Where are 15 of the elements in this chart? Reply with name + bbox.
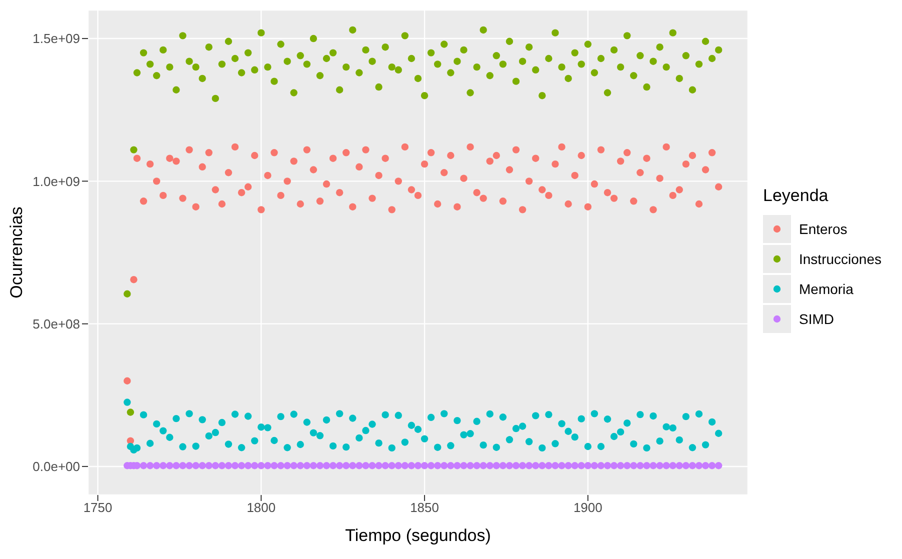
y-tick-label: 1.0e+09	[32, 174, 80, 189]
legend-label: Enteros	[799, 221, 848, 237]
x-tick-label: 1850	[410, 500, 439, 516]
y-tick-label: 0.0e+00	[32, 459, 80, 474]
x-tick-label: 1900	[573, 500, 602, 516]
legend-label: Memoria	[799, 281, 854, 297]
y-tick-label: 5.0e+08	[32, 316, 80, 332]
legend-label: SIMD	[799, 311, 834, 327]
x-tick-label: 1800	[246, 500, 276, 516]
y-tick-label: 1.5e+09	[32, 31, 80, 46]
legend-label: Instrucciones	[799, 251, 882, 267]
y-axis-title: Ocurrencias	[7, 206, 26, 298]
legend-title: Leyenda	[763, 186, 830, 206]
x-tick-label: 1750	[83, 500, 112, 516]
x-axis-title: Tiempo (segundos)	[345, 526, 491, 545]
